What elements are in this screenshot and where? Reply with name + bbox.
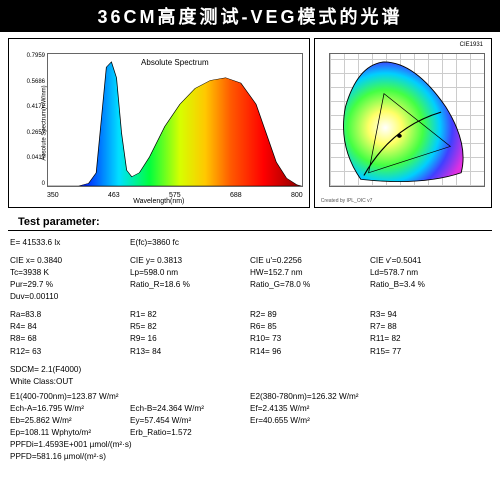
param: Ech-B=24.364 W/m²	[130, 403, 250, 414]
ytick: 0.0417	[27, 155, 45, 161]
param: HW=152.7 nm	[250, 267, 370, 278]
param: R9= 16	[130, 333, 250, 344]
page-title: 36CM高度测试-VEG模式的光谱	[0, 0, 500, 32]
param: Ef=2.4135 W/m²	[250, 403, 370, 414]
xtick: 463	[108, 192, 120, 199]
param: Ld=578.7 nm	[370, 267, 490, 278]
xtick: 688	[230, 192, 242, 199]
param	[250, 237, 370, 248]
xtick: 350	[47, 192, 59, 199]
ytick: 0.5686	[27, 79, 45, 85]
param: Tc=3938 K	[10, 267, 130, 278]
cie-plot	[329, 53, 485, 187]
param: R7= 88	[370, 321, 490, 332]
param: R3= 94	[370, 309, 490, 320]
spectrum-plot: Absolute Spectrum	[47, 53, 303, 187]
param: E1(400-700nm)=123.87 W/m²	[10, 391, 250, 402]
param: PPFD=581.16 µmol/(m²·s)	[10, 451, 250, 462]
param: White Class:OUT	[10, 376, 250, 387]
param: Erb_Ratio=1.572	[130, 427, 250, 438]
param: R13= 84	[130, 346, 250, 357]
param: R6= 85	[250, 321, 370, 332]
param: R4= 84	[10, 321, 130, 332]
param: Ep=108.11 Wphyto/m²	[10, 427, 130, 438]
param: R1= 82	[130, 309, 250, 320]
param	[370, 237, 490, 248]
spectrum-xlabel: Wavelength(nm)	[133, 198, 184, 205]
param: CIE v'=0.5041	[370, 255, 490, 266]
param: Ey=57.454 W/m²	[130, 415, 250, 426]
param: CIE u'=0.2256	[250, 255, 370, 266]
param: R8= 68	[10, 333, 130, 344]
param: R12= 63	[10, 346, 130, 357]
param: CIE y= 0.3813	[130, 255, 250, 266]
param: Ech-A=16.795 W/m²	[10, 403, 130, 414]
param: Duv=0.00110	[10, 291, 130, 302]
cie-credit: Created by IPL_OIC v7	[321, 198, 373, 204]
param: R10= 73	[250, 333, 370, 344]
param: Ra=83.8	[10, 309, 130, 320]
param: E= 41533.6 lx	[10, 237, 130, 248]
spectrum-chart: Absolute Spectrum(mW/nm) 0.7959 0.5686 0…	[8, 38, 310, 208]
param: E2(380-780nm)=126.32 W/m²	[250, 391, 490, 402]
param: Er=40.655 W/m²	[250, 415, 370, 426]
cie-title: CIE1931	[460, 42, 483, 48]
param: Ratio_G=78.0 %	[250, 279, 370, 290]
param: R14= 96	[250, 346, 370, 357]
cie-chart: CIE1931 Created by	[314, 38, 492, 208]
param: CIE x= 0.3840	[10, 255, 130, 266]
test-heading: Test parameter:	[8, 212, 492, 231]
param: PPFDi=1.4593E+001 µmol/(m²·s)	[10, 439, 250, 450]
params-block: E= 41533.6 lx E(fc)=3860 fc CIE x= 0.384…	[0, 237, 500, 462]
ytick: 0.4172	[27, 104, 45, 110]
ytick: 0.7959	[27, 53, 45, 59]
param: Pur=29.7 %	[10, 279, 130, 290]
ytick: 0	[42, 181, 45, 187]
param: R11= 82	[370, 333, 490, 344]
param: Ratio_B=3.4 %	[370, 279, 490, 290]
param: R2= 89	[250, 309, 370, 320]
spectrum-yticks: 0.7959 0.5686 0.4172 0.2657 0.0417 0	[21, 53, 45, 187]
ytick: 0.2657	[27, 130, 45, 136]
param: E(fc)=3860 fc	[130, 237, 250, 248]
charts-row: Absolute Spectrum(mW/nm) 0.7959 0.5686 0…	[0, 32, 500, 212]
param: R15= 77	[370, 346, 490, 357]
param: Ratio_R=18.6 %	[130, 279, 250, 290]
param: R5= 82	[130, 321, 250, 332]
param: Eb=25.862 W/m²	[10, 415, 130, 426]
param: SDCM= 2.1(F4000)	[10, 364, 250, 375]
xtick: 800	[291, 192, 303, 199]
param: Lp=598.0 nm	[130, 267, 250, 278]
